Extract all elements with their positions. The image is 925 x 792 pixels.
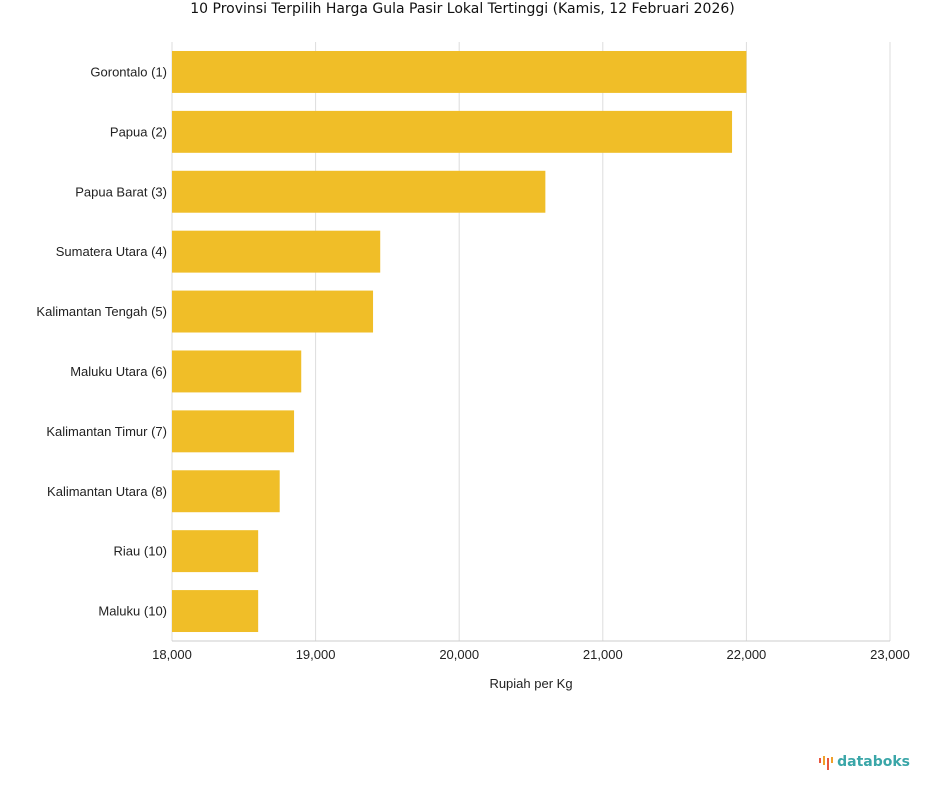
y-category-label: Maluku (10) — [98, 604, 167, 619]
x-axis-title: Rupiah per Kg — [489, 676, 572, 691]
y-category-label: Maluku Utara (6) — [70, 364, 167, 379]
y-category-label: Kalimantan Utara (8) — [47, 484, 167, 499]
y-category-label: Kalimantan Tengah (5) — [36, 304, 167, 319]
bars-layer — [172, 50, 747, 633]
databoks-logo: databoks — [818, 754, 910, 770]
y-category-label: Sumatera Utara (4) — [56, 244, 167, 259]
databoks-logo-icon — [819, 756, 834, 770]
bar — [172, 350, 302, 393]
bar — [172, 410, 295, 453]
x-tick-label: 21,000 — [583, 647, 623, 662]
y-category-label: Riau (10) — [114, 544, 167, 559]
y-category-label: Kalimantan Timur (7) — [46, 424, 167, 439]
x-tick-label: 18,000 — [152, 647, 192, 662]
bar — [172, 530, 259, 573]
y-category-label: Papua (2) — [110, 124, 167, 139]
y-category-label: Papua Barat (3) — [75, 184, 167, 199]
bar — [172, 470, 280, 513]
x-tick-label: 23,000 — [870, 647, 910, 662]
chart-title: 10 Provinsi Terpilih Harga Gula Pasir Lo… — [190, 1, 735, 17]
bar — [172, 170, 546, 213]
databoks-logo-text: databoks — [837, 754, 910, 770]
bar — [172, 50, 747, 93]
x-tick-label: 19,000 — [296, 647, 336, 662]
bar — [172, 590, 259, 633]
bar — [172, 290, 374, 333]
y-category-label: Gorontalo (1) — [90, 64, 167, 79]
x-tick-label: 20,000 — [439, 647, 479, 662]
x-tick-label: 22,000 — [727, 647, 767, 662]
bar — [172, 230, 381, 273]
labels-layer: 18,000 19,000 20,000 21,000 22,000 23,000 Goro… — [36, 64, 909, 662]
bar — [172, 110, 733, 153]
